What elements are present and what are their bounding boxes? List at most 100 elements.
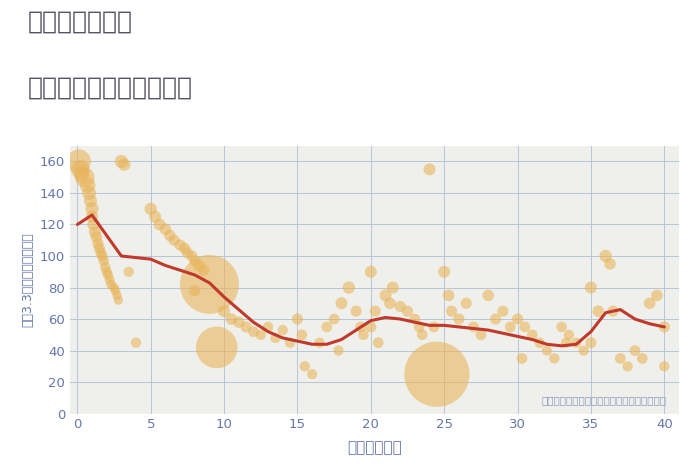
Point: [86, 205, 97, 212]
Point: [179, 244, 190, 252]
Point: [74, 158, 85, 165]
Point: [355, 323, 366, 331]
Point: [94, 244, 105, 252]
Point: [182, 249, 193, 257]
Point: [104, 276, 116, 283]
Point: [526, 331, 538, 338]
Point: [106, 281, 117, 288]
Point: [108, 284, 120, 291]
Point: [150, 213, 161, 220]
Point: [629, 347, 641, 354]
Point: [284, 339, 295, 346]
Point: [370, 307, 381, 315]
Point: [218, 307, 230, 315]
Point: [248, 328, 259, 336]
Point: [428, 323, 440, 331]
Point: [262, 323, 274, 331]
Point: [307, 370, 318, 378]
Point: [75, 165, 86, 173]
Point: [578, 347, 589, 354]
Point: [358, 331, 369, 338]
Point: [193, 262, 204, 269]
Point: [186, 252, 197, 260]
Point: [431, 370, 442, 378]
Point: [585, 284, 596, 291]
Point: [414, 323, 425, 331]
Point: [101, 268, 112, 275]
Point: [615, 355, 626, 362]
Point: [174, 241, 186, 249]
Point: [169, 236, 180, 244]
Point: [79, 173, 90, 181]
Point: [76, 170, 88, 178]
Point: [644, 299, 655, 307]
Text: 築年数別中古戸建て価格: 築年数別中古戸建て価格: [28, 75, 193, 99]
Point: [86, 213, 97, 220]
Point: [160, 226, 171, 233]
Point: [416, 331, 428, 338]
Point: [83, 189, 94, 197]
Point: [497, 307, 508, 315]
Point: [468, 323, 480, 331]
Point: [277, 326, 288, 334]
Point: [541, 347, 552, 354]
Point: [604, 260, 615, 267]
Point: [600, 252, 611, 260]
Point: [91, 233, 102, 241]
Point: [103, 271, 114, 279]
Point: [123, 268, 134, 275]
Point: [88, 221, 99, 228]
Point: [505, 323, 516, 331]
Point: [270, 334, 281, 342]
Point: [343, 284, 354, 291]
Point: [593, 307, 604, 315]
Point: [98, 257, 109, 265]
Text: 福岡県今宿駅の: 福岡県今宿駅の: [28, 9, 133, 33]
Y-axis label: 坪（3.3㎡）単価（万円）: 坪（3.3㎡）単価（万円）: [21, 232, 34, 327]
Point: [461, 299, 472, 307]
Point: [256, 331, 267, 338]
Point: [387, 284, 398, 291]
Point: [82, 181, 93, 189]
Point: [233, 319, 244, 326]
Point: [110, 287, 121, 294]
Point: [659, 362, 670, 370]
Point: [517, 355, 528, 362]
Point: [296, 331, 307, 338]
Point: [424, 165, 435, 173]
Point: [211, 344, 223, 351]
Point: [97, 252, 108, 260]
Point: [95, 249, 106, 257]
Point: [561, 339, 572, 346]
Point: [119, 161, 130, 168]
Point: [204, 281, 215, 288]
Point: [99, 263, 111, 271]
Point: [189, 257, 200, 265]
Point: [154, 221, 165, 228]
Point: [85, 197, 96, 204]
Point: [622, 362, 634, 370]
Point: [92, 240, 104, 247]
Point: [321, 323, 332, 331]
Point: [637, 355, 648, 362]
Point: [299, 362, 310, 370]
Point: [145, 205, 156, 212]
Point: [116, 158, 127, 165]
Point: [482, 292, 493, 299]
Point: [549, 355, 560, 362]
Point: [365, 268, 377, 275]
Point: [328, 315, 339, 323]
Point: [351, 307, 362, 315]
Point: [189, 287, 200, 294]
Point: [333, 347, 344, 354]
Point: [113, 297, 124, 304]
Point: [490, 315, 501, 323]
Point: [652, 292, 663, 299]
Point: [446, 307, 457, 315]
Point: [519, 323, 531, 331]
Point: [402, 307, 413, 315]
Point: [585, 339, 596, 346]
Point: [365, 323, 377, 331]
Point: [164, 232, 176, 239]
Point: [314, 339, 325, 346]
